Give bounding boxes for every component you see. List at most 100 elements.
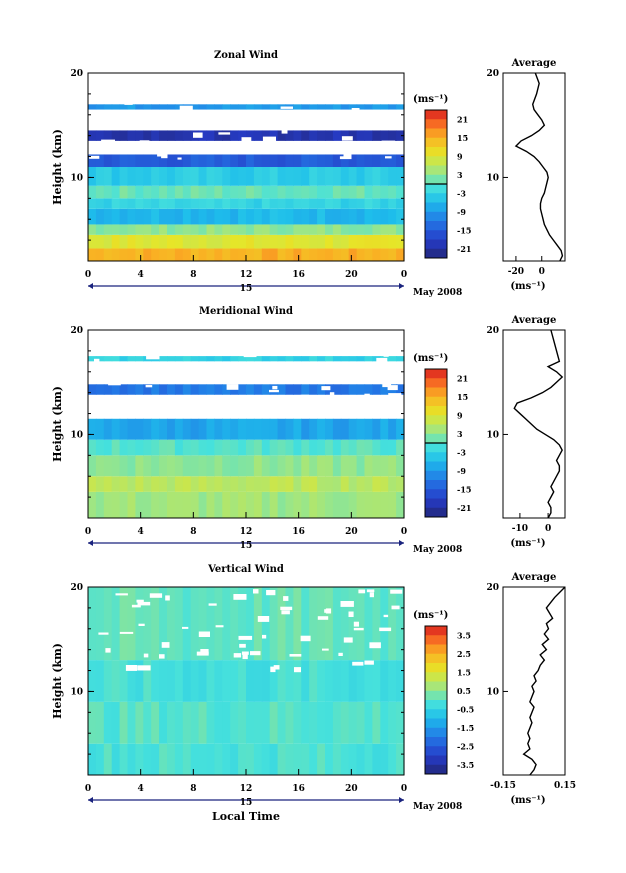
heatmap-cell xyxy=(261,248,271,261)
heatmap-cell xyxy=(380,439,389,456)
heatmap-cell xyxy=(214,248,223,261)
heatmap-cell xyxy=(103,130,113,141)
heatmap-cell xyxy=(143,248,152,261)
heatmap-cell xyxy=(206,476,215,492)
colorbar-tick-label: -0.5 xyxy=(457,704,474,714)
heatmap-cell xyxy=(182,701,192,744)
heatmap-cell xyxy=(261,130,271,141)
heatmap-cell xyxy=(206,224,215,235)
heatmap-cell xyxy=(111,154,121,167)
heatmap-cell xyxy=(332,439,342,456)
heatmap-cell xyxy=(261,660,271,702)
heatmap-cell xyxy=(332,234,342,249)
heatmap-cell xyxy=(372,185,381,199)
heatmap-cell xyxy=(317,455,326,477)
heatmap-cell xyxy=(364,587,373,661)
date-label: 15 xyxy=(240,541,253,551)
colorbar-segment xyxy=(425,727,447,738)
heatmap-cell xyxy=(111,743,121,775)
heatmap-cell xyxy=(253,224,263,235)
missing-data-gap xyxy=(193,132,203,138)
missing-data-gap xyxy=(386,373,394,377)
heatmap-cell xyxy=(206,154,215,167)
heatmap-cell xyxy=(103,743,113,775)
heatmap-cell xyxy=(293,185,302,199)
heatmap-cell xyxy=(285,491,294,518)
missing-data-gap xyxy=(279,350,292,355)
heatmap-cell xyxy=(174,476,184,492)
heatmap-cell xyxy=(348,587,358,661)
missing-data-gap xyxy=(250,651,261,656)
heatmap-cell xyxy=(380,198,389,209)
heatmap-cell xyxy=(348,491,358,518)
heatmap-cell xyxy=(325,455,334,477)
heatmap-cell xyxy=(182,439,192,456)
heatmap-cell xyxy=(388,130,397,141)
heatmap-cell xyxy=(340,743,350,775)
heatmap-cell xyxy=(340,224,350,235)
missing-data-gap xyxy=(390,589,403,594)
heatmap-cell xyxy=(246,743,255,775)
missing-data-gap xyxy=(348,611,354,617)
heatmap-cell xyxy=(222,491,231,518)
heatmap-cell xyxy=(372,743,381,775)
heatmap-cell xyxy=(88,208,97,225)
heatmap-cell xyxy=(388,185,397,199)
missing-data-gap xyxy=(143,653,149,658)
missing-data-gap xyxy=(233,594,247,600)
heatmap-cell xyxy=(396,384,405,395)
profile-x-axis-label: (ms⁻¹) xyxy=(510,538,545,549)
heatmap-cell xyxy=(190,455,200,477)
heatmap-cell xyxy=(111,384,121,395)
y-tick-label: 10 xyxy=(70,687,83,697)
heatmap-cell xyxy=(95,224,105,235)
heatmap-cell xyxy=(214,384,223,395)
y-tick-label: 10 xyxy=(70,430,83,440)
heatmap-cell xyxy=(230,660,239,702)
heatmap-cell xyxy=(111,587,121,661)
heatmap-cell xyxy=(159,356,168,362)
heatmap-cell xyxy=(364,198,373,209)
heatmap-cell xyxy=(174,234,184,249)
heatmap-cell xyxy=(309,208,318,225)
heatmap-cell xyxy=(246,701,255,744)
heatmap-cell xyxy=(190,491,200,518)
heatmap-cell xyxy=(301,224,310,235)
colorbar-segment xyxy=(425,230,447,240)
heatmap-cell xyxy=(277,455,287,477)
heatmap-cell xyxy=(380,587,389,661)
missing-data-gap xyxy=(302,74,308,78)
profile-x-tick-label: -20 xyxy=(508,267,524,277)
heatmap-cell xyxy=(88,418,97,440)
heatmap-cell xyxy=(301,154,310,167)
x-tick-label: 16 xyxy=(292,527,305,537)
heatmap-cell xyxy=(269,154,279,167)
heatmap-cell xyxy=(111,104,121,110)
heatmap-cell xyxy=(348,701,358,744)
heatmap-cell xyxy=(214,587,223,661)
heatmap-cell xyxy=(88,224,97,235)
colorbar-segment xyxy=(425,110,447,120)
heatmap-cell xyxy=(396,234,405,249)
heatmap-cell xyxy=(380,130,389,141)
missing-data-gap xyxy=(269,389,279,393)
heatmap-cell xyxy=(301,701,310,744)
heatmap-cell xyxy=(325,185,334,199)
heatmap-cell xyxy=(246,224,255,235)
heatmap-cell xyxy=(269,185,279,199)
heatmap-cell xyxy=(285,208,294,225)
heatmap-cell xyxy=(190,224,200,235)
heatmap-cell xyxy=(293,356,302,362)
heatmap-cell xyxy=(159,154,168,167)
heatmap-cell xyxy=(285,198,294,209)
profile-title: Average xyxy=(511,572,557,583)
date-arrow-right xyxy=(399,540,404,546)
heatmap-cell xyxy=(111,455,121,477)
heatmap-cell xyxy=(103,384,113,395)
heatmap-cell xyxy=(388,455,397,477)
heatmap-cell xyxy=(285,224,294,235)
heatmap-cell xyxy=(340,167,350,186)
heatmap-cell xyxy=(269,248,279,261)
heatmap-cell xyxy=(261,167,271,186)
heatmap-cell xyxy=(135,234,144,249)
